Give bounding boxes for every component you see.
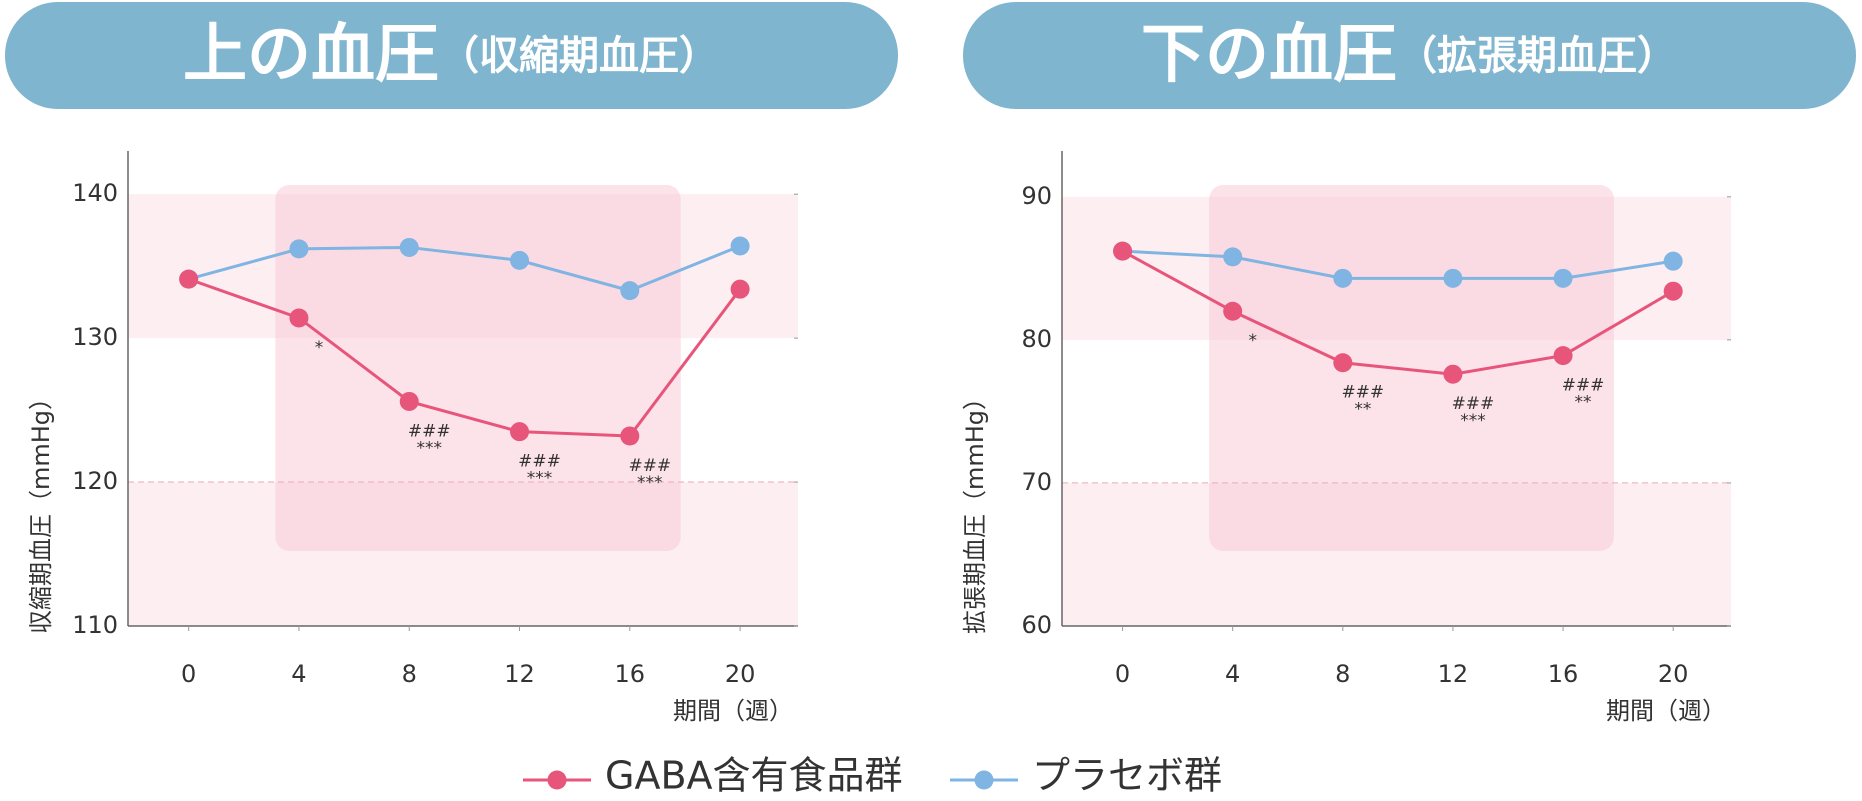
- x-tick-label: 0: [181, 660, 196, 688]
- significance-mark: *: [1248, 331, 1257, 351]
- significance-mark: ***: [637, 473, 663, 493]
- data-point: [620, 426, 640, 446]
- significance-mark: **: [1575, 393, 1592, 413]
- data-point: [1223, 301, 1243, 321]
- intervention-window: [1209, 185, 1614, 551]
- significance-mark: ###: [628, 456, 671, 476]
- data-point: [510, 250, 530, 270]
- y-tick-label: 70: [1021, 468, 1052, 496]
- significance-mark: ***: [416, 438, 442, 458]
- series-line: [1122, 249, 1674, 280]
- y-axis-label: 収縮期血圧（mmHg）: [27, 386, 55, 634]
- header-bg: [5, 2, 898, 109]
- x-tick-label: 8: [402, 660, 417, 688]
- significance-mark: **: [1354, 400, 1371, 420]
- data-point: [399, 391, 419, 411]
- y-axis-label: 拡張期血圧（mmHg）: [961, 386, 989, 634]
- x-tick-label: 4: [291, 660, 306, 688]
- x-tick-label: 12: [504, 660, 535, 688]
- y-tick-label: 140: [72, 179, 118, 207]
- header-bg: [963, 2, 1856, 109]
- y-tick-label: 60: [1021, 611, 1052, 639]
- significance-mark: ###: [408, 421, 451, 441]
- significance-mark: ***: [527, 469, 553, 489]
- series-line: [1121, 249, 1674, 376]
- data-point: [1333, 268, 1353, 288]
- chart-title: 上の血圧（収縮期血圧）: [183, 18, 719, 92]
- x-tick-label: 0: [1115, 660, 1130, 688]
- data-point: [1113, 241, 1133, 261]
- x-tick-label: 20: [725, 660, 756, 688]
- data-point: [289, 308, 309, 328]
- data-point: [399, 237, 419, 257]
- y-tick-label: 130: [72, 323, 118, 351]
- data-point: [179, 269, 199, 289]
- significance-mark: ###: [518, 452, 561, 472]
- data-point: [1553, 346, 1573, 366]
- y-tick-label: 90: [1021, 182, 1052, 210]
- chart-title: 下の血圧（拡張期血圧）: [1141, 18, 1677, 92]
- x-axis-label: 期間（週）: [673, 697, 793, 725]
- title-sub: （拡張期血圧）: [1397, 33, 1677, 79]
- data-point: [289, 239, 309, 259]
- y-tick-label: 120: [72, 467, 118, 495]
- data-point: [1663, 281, 1683, 301]
- title-main: 下の血圧: [1141, 18, 1397, 92]
- data-point: [1443, 364, 1463, 384]
- significance-mark: ###: [1562, 376, 1605, 396]
- data-point: [1333, 353, 1353, 373]
- y-tick-label: 110: [72, 611, 118, 639]
- significance-mark: ***: [1460, 411, 1486, 431]
- x-tick-label: 16: [1548, 660, 1579, 688]
- x-tick-label: 8: [1335, 660, 1350, 688]
- x-tick-label: 4: [1225, 660, 1240, 688]
- significance-mark: *: [315, 338, 324, 358]
- series-line: [188, 277, 742, 438]
- significance-mark: ###: [1341, 383, 1384, 403]
- data-point: [1223, 247, 1243, 267]
- y-tick-label: 80: [1021, 325, 1052, 353]
- legend-marker: [974, 770, 994, 790]
- legend-label: プラセボ群: [1032, 754, 1222, 798]
- data-point: [1443, 268, 1463, 288]
- title-sub: （収縮期血圧）: [439, 33, 719, 79]
- legend-label: GABA含有食品群: [605, 754, 903, 798]
- significance-mark: ###: [1452, 394, 1495, 414]
- x-tick-label: 20: [1658, 660, 1689, 688]
- data-point: [510, 422, 530, 442]
- data-point: [1553, 268, 1573, 288]
- data-point: [1663, 251, 1683, 271]
- legend-marker: [547, 770, 567, 790]
- series-line: [188, 244, 741, 293]
- intervention-window: [275, 185, 681, 551]
- title-main: 上の血圧: [183, 18, 439, 92]
- x-tick-label: 12: [1438, 660, 1469, 688]
- data-point: [620, 281, 640, 301]
- data-point: [730, 279, 750, 299]
- data-point: [730, 236, 750, 256]
- x-tick-label: 16: [615, 660, 646, 688]
- x-axis-label: 期間（週）: [1606, 697, 1726, 725]
